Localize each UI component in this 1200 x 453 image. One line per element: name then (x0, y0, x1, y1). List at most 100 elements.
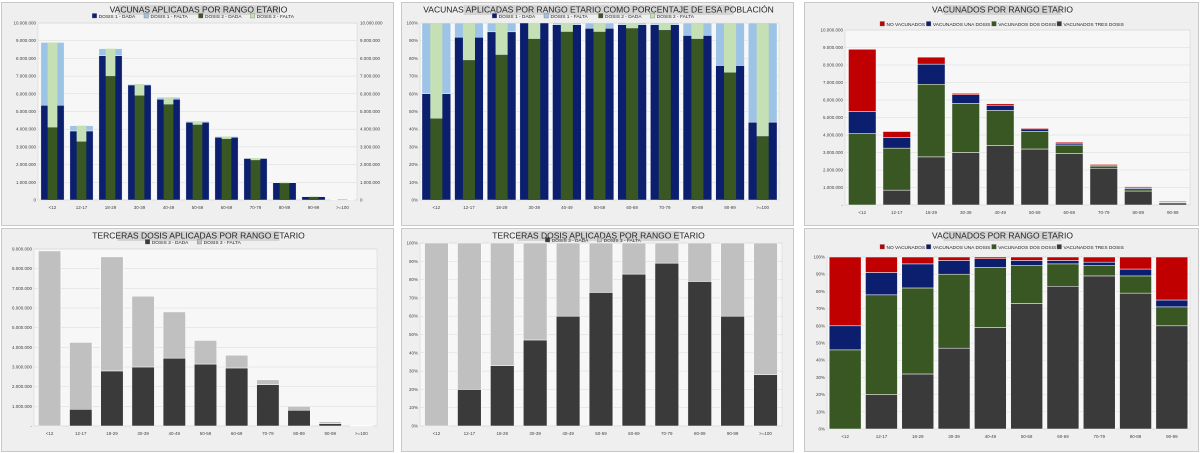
y-tick-label: 40% (409, 350, 418, 355)
chart-vaccinated-percent: VACUNADOS POR RANGO ETARIO 0% 10% 20% 30% 40%… (804, 228, 1199, 452)
y-tick-label: 20% (816, 392, 825, 397)
bar-segment (753, 242, 778, 376)
bar-segment (937, 260, 971, 275)
bar-dose2-missing (528, 23, 541, 39)
chart-title: VACUNAS APLICADAS POR RANGO ETARIO COMO … (423, 5, 773, 15)
x-tick-label: 60-69 (1063, 210, 1075, 215)
y-tick-label: 0% (411, 198, 418, 203)
x-tick-label: 40-49 (985, 434, 997, 439)
y-tick-label: 4.000.000 (12, 345, 33, 350)
y-tick-label: 4.000.000 (16, 127, 37, 132)
x-tick-label: 50-59 (595, 431, 607, 436)
legend-swatch (196, 239, 202, 245)
y-tick-label: 50% (409, 332, 418, 337)
y-tick-label: 9.000.000 (12, 247, 33, 252)
legend-swatch (598, 13, 604, 19)
bar-segment (951, 94, 980, 104)
bar-dose2-given (691, 38, 704, 201)
y-tick-label: 90% (816, 272, 825, 277)
bar-segment (1055, 142, 1084, 146)
legend-swatch (926, 244, 932, 250)
chart-title: VACUNADOS POR RANGO ETARIO (932, 5, 1073, 15)
bar-segment (225, 354, 249, 369)
bar-segment (588, 242, 614, 293)
bar-dose2-missing (163, 97, 174, 105)
legend-label: DOSIS 1 - DADA (99, 14, 136, 20)
y-tick-label: 90% (409, 38, 418, 43)
bar-segment (1119, 256, 1152, 270)
y-tick-label: 10% (816, 409, 825, 414)
bar-segment (720, 315, 745, 427)
bar-dose2-given (308, 196, 319, 200)
bar-segment (848, 49, 877, 112)
x-tick-label: 12-17 (891, 210, 903, 215)
y-tick-label: 10.000.000 (13, 21, 36, 26)
bar-segment (1046, 285, 1080, 430)
x-tick-label: 80-89 (694, 431, 706, 436)
bar-segment (654, 262, 679, 427)
x-tick-label: 70-79 (250, 205, 262, 210)
bar-segment (100, 370, 124, 427)
legend-label: DOSIS 3 - FALTA (204, 240, 242, 246)
x-tick-label: 50-59 (200, 431, 212, 436)
bar-segment (457, 389, 482, 427)
bar-segment (225, 367, 249, 427)
bar-segment (828, 256, 862, 327)
bar-segment (1083, 261, 1116, 266)
bar-segment (1119, 268, 1152, 277)
x-tick-label: <12 (858, 210, 866, 215)
x-tick-label: 40-49 (163, 205, 175, 210)
y-tick-label: 100% (406, 21, 418, 26)
x-tick-label: 90-99 (1166, 434, 1178, 439)
bar-segment (1155, 325, 1189, 430)
y-tick-label: 9.000.000 (823, 45, 844, 50)
x-tick-label: 80-89 (279, 205, 291, 210)
x-tick-label: 40-49 (169, 431, 181, 436)
chart-svg: VACUNADOS POR RANGO ETARIO - 1.000.000 2.00… (820, 5, 1191, 215)
bar-dose2-missing (250, 158, 261, 161)
chart-title-bg (463, 5, 734, 15)
bar-dose2-given (279, 183, 290, 200)
chart-svg: TERCERAS DOSIS APLICADAS POR RANGO ETARI… (406, 231, 783, 436)
bar-segment (917, 84, 946, 158)
bar-segment (865, 256, 898, 273)
y-tick-label: - (31, 424, 33, 429)
bar-dose2-missing (47, 42, 58, 128)
bar-dose2-given (134, 95, 145, 200)
bar-segment (256, 384, 280, 427)
bar-segment (951, 152, 980, 206)
x-tick-label: <12 (46, 431, 54, 436)
y-tick-label: 100% (813, 255, 825, 260)
x-tick-label: 70-79 (1098, 210, 1110, 215)
legend-swatch (650, 13, 655, 19)
bar-segment (1119, 292, 1152, 430)
x-tick-label: 30-39 (529, 431, 541, 436)
bar-segment (1010, 265, 1043, 304)
x-tick-label: <12 (49, 205, 57, 210)
y2-tick-label: 2.000.000 (360, 162, 381, 167)
bar-dose2-missing (462, 23, 475, 61)
y-tick-label: 20% (409, 162, 418, 167)
bar-segment (974, 267, 1007, 328)
legend-label: VACUNADOS UNA DOSIS (933, 245, 991, 251)
y-tick-label: 2.000.000 (823, 168, 844, 173)
y-tick-label: 40% (816, 358, 825, 363)
y-tick-label: 70% (816, 306, 825, 311)
y-tick-label: 70% (409, 74, 418, 79)
chart-vaccinated-absolute: VACUNADOS POR RANGO ETARIO - 1.000.000 2.00… (804, 2, 1199, 226)
x-tick-label: <12 (433, 431, 441, 436)
legend-label: DOSIS 2 - FALTA (257, 14, 295, 20)
y-tick-label: 9.000.000 (16, 38, 37, 43)
legend-label: DOSIS 1 - FALTA (551, 14, 589, 20)
bar-segment (1010, 256, 1043, 261)
bar-segment (1010, 303, 1043, 430)
bar-dose2-given (163, 104, 174, 200)
bar-segment (901, 373, 934, 430)
bar-segment (986, 110, 1015, 146)
chart-title: VACUNAS APLICADAS POR RANGO ETARIO (110, 5, 288, 15)
x-tick-label: 60-69 (1057, 434, 1069, 439)
x-tick-label: 80-89 (692, 205, 704, 210)
x-tick-label: 40-49 (561, 205, 573, 210)
bar-segment (1155, 256, 1189, 301)
bar-segment (1055, 141, 1084, 144)
